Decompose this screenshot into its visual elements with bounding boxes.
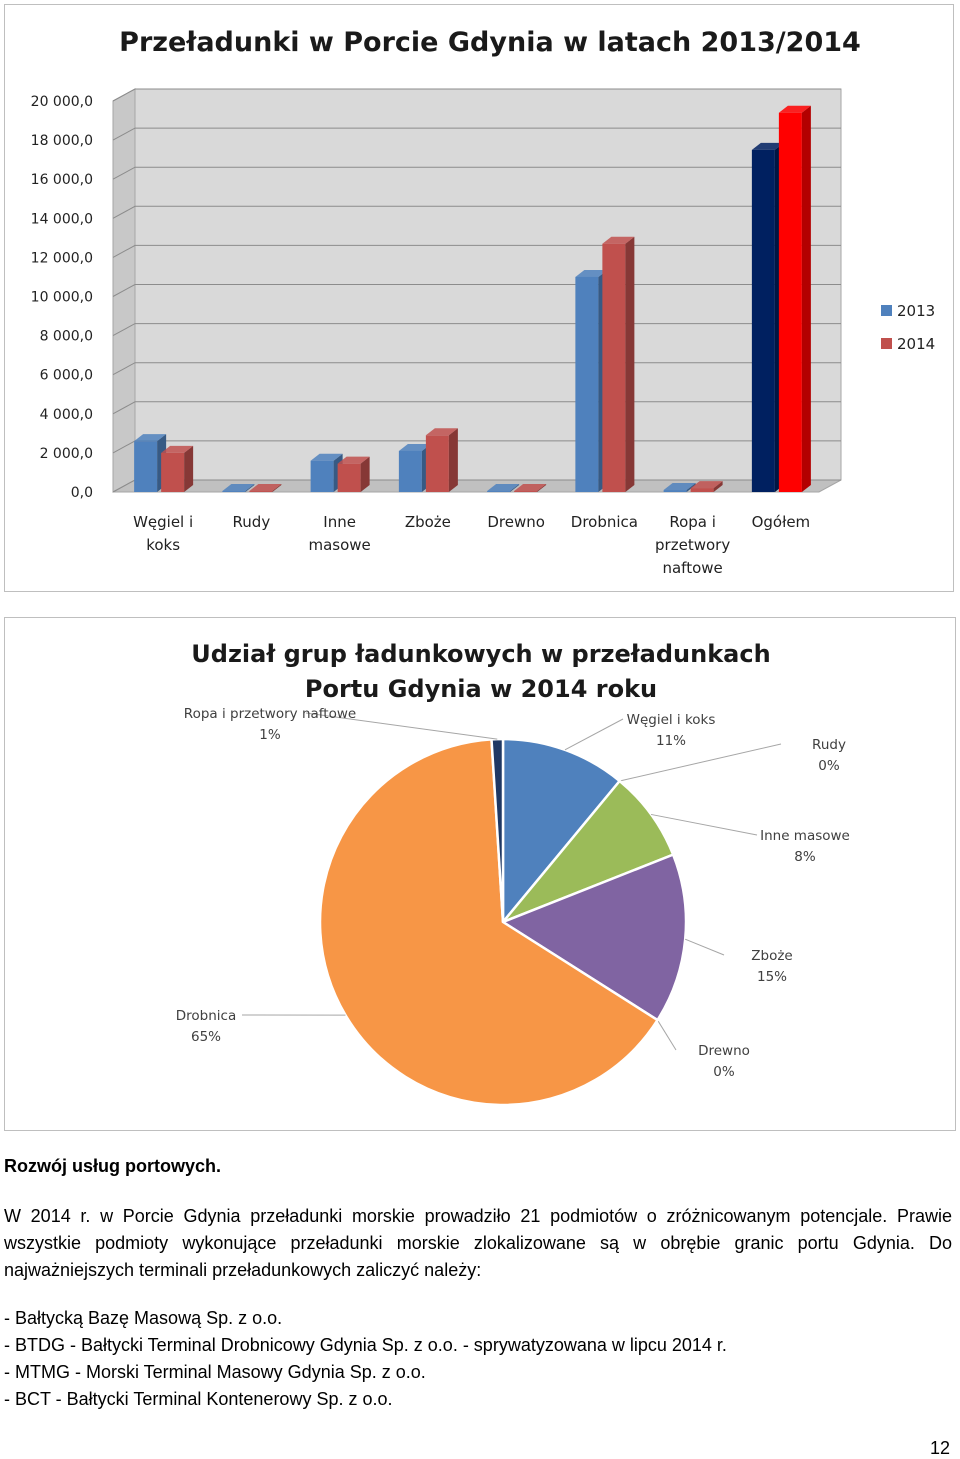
pie-percent: 1% [259,727,281,743]
bar-2014-side [625,237,634,492]
category-label: koks [146,536,180,554]
bar-2014 [338,457,370,492]
bar-2013-front [134,441,157,492]
leader-line [620,744,781,781]
bar-2014-side [802,106,811,492]
leader-line [658,1020,676,1050]
bar-2013-front [399,451,422,492]
y-tick-label: 4 000,0 [40,407,93,423]
category-label: masowe [308,536,370,554]
pie-percent: 11% [656,733,686,749]
pie-chart-title: Portu Gdynia w 2014 roku [305,675,657,703]
bar-2014-front [249,491,272,492]
y-tick-label: 10 000,0 [31,290,93,306]
terminal-list: - Bałtycką Bazę Masową Sp. z o.o. - BTDG… [4,1305,727,1413]
category-label: Drewno [487,513,545,531]
bar-2013-front [311,461,334,492]
list-item: - Bałtycką Bazę Masową Sp. z o.o. [4,1305,727,1332]
pie-chart-panel: Udział grup ładunkowych w przeładunkach P… [4,617,956,1131]
leader-line [685,939,724,955]
category-label: Ogółem [752,513,811,531]
bar-2014 [602,237,634,492]
legend-label: 2013 [897,302,935,320]
bar-2014-front [691,488,714,492]
pie-label: Drobnica [176,1008,236,1024]
bar-2014 [779,106,811,492]
pie-percent: 0% [818,758,840,774]
pie-percent: 65% [191,1029,221,1045]
category-label: Inne [323,513,356,531]
bar-2013-front [487,491,510,492]
bar-2014-front [514,491,537,492]
legend-swatch-2013 [881,305,892,316]
bar-2014 [161,446,193,492]
bar-2014-front [426,435,449,492]
y-tick-label: 6 000,0 [40,368,93,384]
chart-floor [113,480,841,492]
bar-2013-front [222,491,245,492]
bar-2013-front [575,277,598,492]
bar-chart-title: Przeładunki w Porcie Gdynia w latach 201… [119,27,861,58]
category-label: Zboże [405,513,451,531]
pie-label: Inne masowe [760,828,850,844]
bar-2013-front [664,490,687,492]
pie-label: Drewno [698,1043,750,1059]
bar-2014-side [449,428,458,492]
category-label: Drobnica [571,513,638,531]
pie-label: Zboże [751,948,792,964]
bar-chart: Przeładunki w Porcie Gdynia w latach 201… [5,5,953,591]
bar-2014-front [161,453,184,492]
pie-chart-title: Udział grup ładunkowych w przeładunkach [191,640,770,668]
pie-percent: 15% [757,969,787,985]
category-label: przetwory [655,536,730,554]
bar-2014-side [184,446,193,492]
pie-chart: Udział grup ładunkowych w przeładunkach P… [5,618,955,1130]
list-item: - MTMG - Morski Terminal Masowy Gdynia S… [4,1359,727,1386]
category-label: Rudy [233,513,271,531]
pie-label: Ropa i przetwory naftowe [184,706,356,722]
pie-label: Rudy [812,737,846,753]
y-tick-label: 20 000,0 [31,94,93,110]
bar-2014-front [602,244,625,492]
bar-2014-front [779,113,802,492]
pie-percent: 0% [713,1064,735,1080]
y-tick-label: 8 000,0 [40,329,93,345]
category-label: Węgiel i [133,513,193,531]
bar-2014 [426,428,458,492]
list-item: - BCT - Bałtycki Terminal Kontenerowy Sp… [4,1386,727,1413]
y-tick-label: 0,0 [71,485,93,501]
body-paragraph: W 2014 r. w Porcie Gdynia przeładunki mo… [4,1203,952,1284]
category-label: Ropa i [669,513,716,531]
y-tick-label: 18 000,0 [31,133,93,149]
bar-chart-panel: Przeładunki w Porcie Gdynia w latach 201… [4,4,954,592]
y-tick-label: 12 000,0 [31,250,93,266]
category-label: naftowe [662,559,722,577]
legend-swatch-2014 [881,338,892,349]
y-tick-label: 16 000,0 [31,172,93,188]
bar-2013-front [752,150,775,492]
leader-line [565,719,623,750]
pie-percent: 8% [794,849,816,865]
leader-line [651,814,757,835]
bar-2014-front [338,464,361,492]
list-item: - BTDG - Bałtycki Terminal Drobnicowy Gd… [4,1332,727,1359]
y-tick-label: 2 000,0 [40,446,93,462]
pie-label: Węgiel i koks [627,712,716,728]
section-heading: Rozwój usług portowych. [4,1156,221,1177]
page-number: 12 [930,1438,950,1459]
y-tick-label: 14 000,0 [31,211,93,227]
legend-label: 2014 [897,335,935,353]
